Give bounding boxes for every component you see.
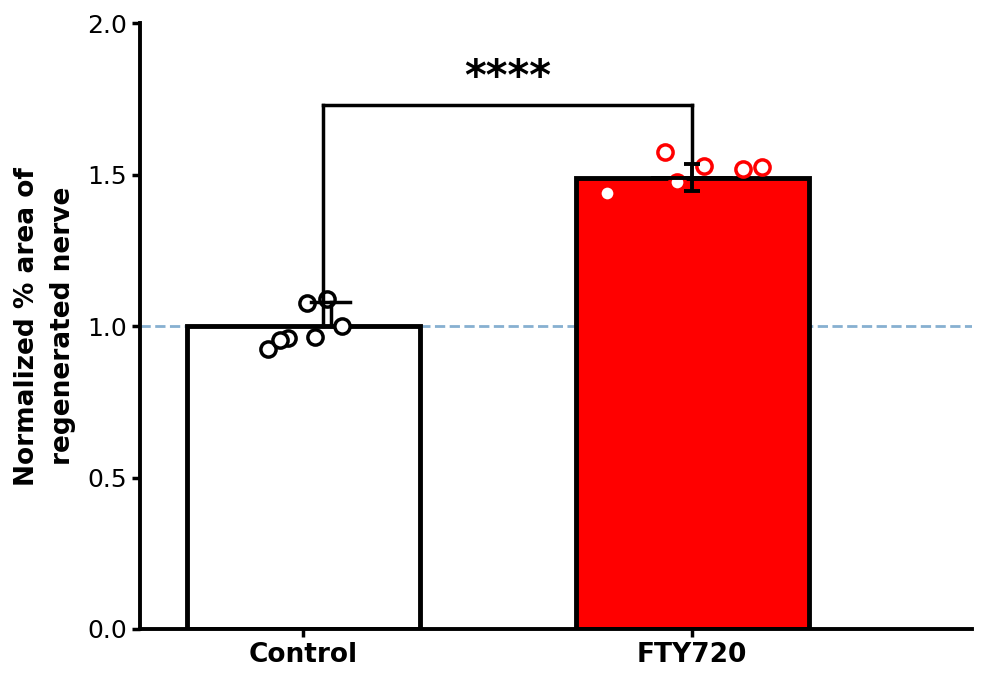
Point	[334, 321, 350, 331]
Point	[318, 293, 334, 304]
Point	[272, 334, 288, 345]
Point	[308, 331, 323, 342]
Point	[696, 160, 712, 171]
Point	[754, 162, 770, 173]
Point	[599, 188, 614, 198]
Bar	[576, 178, 809, 629]
Point	[669, 177, 684, 188]
Bar	[186, 326, 420, 629]
Y-axis label: Normalized % area of
regenerated nerve: Normalized % area of regenerated nerve	[14, 166, 76, 486]
Point	[300, 298, 316, 309]
Point	[260, 344, 276, 355]
Text: ****: ****	[464, 57, 551, 99]
Point	[657, 147, 672, 158]
Point	[735, 163, 750, 174]
Point	[280, 333, 296, 344]
